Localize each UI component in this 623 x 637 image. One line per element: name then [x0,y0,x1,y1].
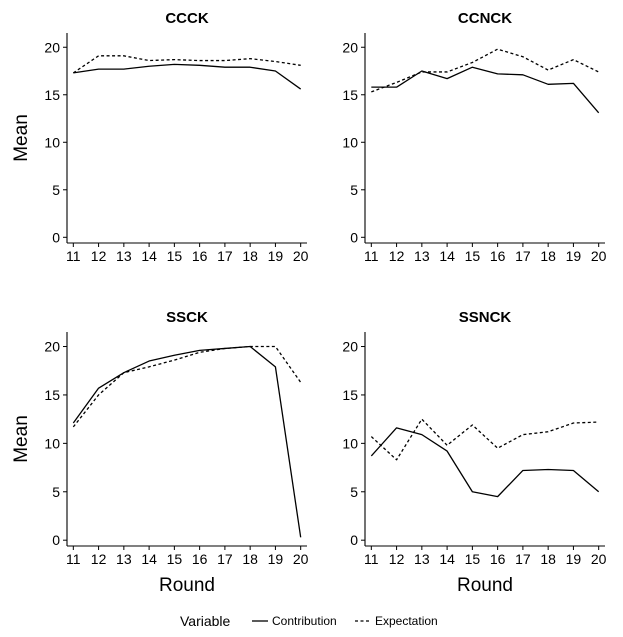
x-tick-label: 15 [167,248,183,264]
panel-title: SSNCK [459,309,512,326]
legend-label-contribution: Contribution [272,614,337,628]
series-line-contribution [370,427,600,498]
panel-title: CCCK [165,10,208,27]
x-axis-title-left: Round [159,575,215,596]
x-tick-label: 18 [540,551,556,567]
x-tick-label: 20 [591,551,607,567]
x-tick-label: 18 [242,248,258,264]
x-tick-label: 11 [364,248,379,264]
x-tick-label: 20 [591,248,607,264]
x-tick-label: 11 [66,551,81,567]
panel-title: SSCK [166,309,208,326]
x-tick-label: 19 [566,248,582,264]
legend-label-expectation: Expectation [375,614,438,628]
y-tick-label: 10 [342,134,358,150]
y-tick-label: 20 [44,39,60,55]
y-tick-label: 15 [44,387,60,403]
y-tick-label: 5 [350,484,358,500]
series-line-contribution [72,345,302,538]
x-tick-label: 20 [293,248,309,264]
y-tick-label: 20 [342,339,358,355]
y-tick-label: 5 [52,484,60,500]
y-tick-label: 20 [342,39,358,55]
x-tick-label: 16 [490,248,506,264]
x-tick-label: 15 [465,248,481,264]
series-line-contribution [73,63,302,90]
panel-title: CCNCK [458,10,512,27]
x-tick-label: 20 [293,551,309,567]
series-line-expectation [72,55,301,74]
x-tick-label: 13 [414,551,430,567]
series-line-expectation [370,418,599,461]
x-tick-label: 13 [116,551,132,567]
series-line-expectation [72,345,302,428]
x-tick-label: 14 [439,248,455,264]
x-tick-label: 18 [540,248,556,264]
x-tick-label: 12 [91,551,107,567]
y-axis-title-bottom: Mean [11,415,32,463]
x-axis-title-right: Round [457,575,513,596]
x-tick-label: 14 [141,551,157,567]
y-tick-label: 10 [342,435,358,451]
x-tick-label: 12 [91,248,107,264]
y-tick-label: 20 [44,339,60,355]
y-tick-label: 5 [350,182,358,198]
x-tick-label: 18 [242,551,258,567]
y-tick-label: 0 [52,532,60,548]
x-tick-label: 19 [566,551,582,567]
x-tick-label: 11 [66,248,81,264]
y-axis-title-top: Mean [11,114,32,162]
y-tick-label: 0 [350,532,358,548]
x-tick-label: 19 [268,248,284,264]
y-tick-label: 10 [44,134,60,150]
y-tick-label: 15 [342,387,358,403]
y-tick-label: 5 [52,182,60,198]
x-tick-label: 11 [364,551,379,567]
x-tick-label: 16 [490,551,506,567]
x-tick-label: 19 [268,551,284,567]
x-tick-label: 12 [389,248,405,264]
y-tick-label: 15 [44,87,60,103]
series-line-contribution [371,66,600,114]
y-tick-label: 0 [52,229,60,245]
x-tick-label: 16 [192,551,208,567]
x-tick-label: 14 [141,248,157,264]
series-line-expectation [371,48,599,93]
x-tick-label: 12 [389,551,405,567]
y-tick-label: 0 [350,229,358,245]
x-tick-label: 17 [217,551,233,567]
x-tick-label: 13 [414,248,430,264]
x-tick-label: 15 [465,551,481,567]
x-tick-label: 16 [192,248,208,264]
x-tick-label: 17 [217,248,233,264]
x-tick-label: 14 [439,551,455,567]
x-tick-label: 15 [167,551,183,567]
x-tick-label: 17 [515,551,531,567]
x-tick-label: 13 [116,248,132,264]
legend-title: Variable [180,613,231,629]
x-tick-label: 17 [515,248,531,264]
y-tick-label: 10 [44,435,60,451]
y-tick-label: 15 [342,87,358,103]
